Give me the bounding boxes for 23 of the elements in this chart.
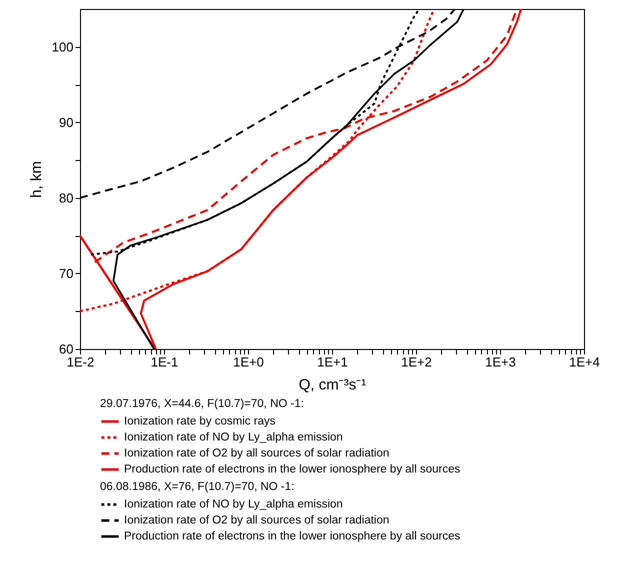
x-axis-title: Q, cm⁻³s⁻¹ <box>298 376 366 394</box>
y-tick-label: 100 <box>52 39 74 54</box>
x-tick-label: 1E+0 <box>233 354 264 370</box>
x-tick-label: 1E+4 <box>569 354 600 370</box>
y-axis-title: h, km <box>28 161 45 198</box>
legend-label: Ionization rate of O2 by all sources of solar radiation <box>124 448 390 460</box>
legend-label: Ionization rate of O2 by all sources of solar radiation <box>124 514 390 526</box>
legend-label: Production rate of electrons in the lower ionosphere by all sources <box>124 464 460 476</box>
y-tick-label: 80 <box>59 190 74 206</box>
legend-label: Production rate of electrons in the lower ionosphere by all sources <box>124 530 460 542</box>
y-tick-label: 90 <box>59 114 74 130</box>
y-tick-label: 60 <box>59 342 74 356</box>
legend-label: Ionization rate of NO by Ly_alpha emission <box>124 498 343 510</box>
x-tick-label: 1E+3 <box>485 354 516 370</box>
text: 06.08.1986, X=76, F(10.7)=70, NO -1: <box>100 481 294 493</box>
x-tick-label: 1E-1 <box>150 354 178 370</box>
y-tick-label: 70 <box>59 266 74 281</box>
legend-label: Ionization rate of NO by Ly_alpha emission <box>124 432 343 444</box>
x-tick-label: 1E+1 <box>317 354 348 370</box>
legend-label: Ionization rate by cosmic rays <box>124 416 276 428</box>
x-tick-label: 1E-2 <box>66 354 94 370</box>
x-tick-label: 1E+2 <box>401 354 432 370</box>
text: 29.07.1976, X=44.6, F(10.7)=70, NO -1: <box>100 398 304 410</box>
